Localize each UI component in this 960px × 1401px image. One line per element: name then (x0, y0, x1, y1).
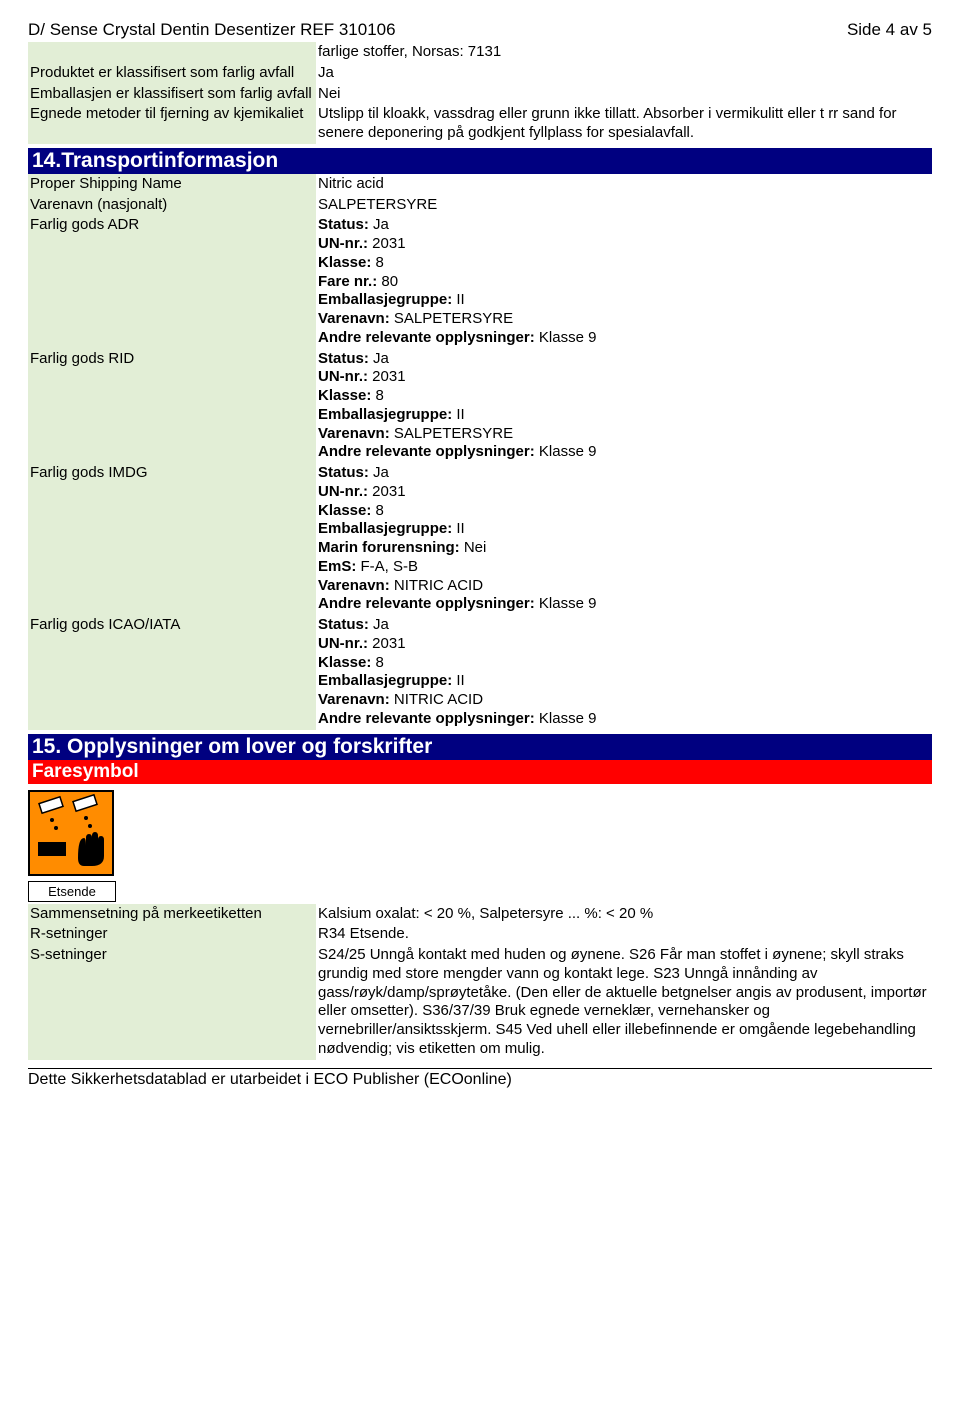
hazard-symbol-box: Etsende (28, 790, 932, 902)
row-label: Produktet er klassifisert som farlig avf… (28, 63, 316, 84)
row-label: Farlig gods RID (28, 349, 316, 464)
note-line: farlige stoffer, Norsas: 7131 (316, 42, 932, 63)
row-value: Nitric acid (316, 174, 932, 195)
row-value: SALPETERSYRE (316, 195, 932, 216)
table-row: Sammensetning på merkeetiketten Kalsium … (28, 904, 932, 925)
table-row-rid: Farlig gods RID Status: JaUN-nr.: 2031Kl… (28, 349, 932, 464)
table-row: R-setninger R34 Etsende. (28, 924, 932, 945)
page-title-right: Side 4 av 5 (847, 20, 932, 40)
table-row: Varenavn (nasjonalt) SALPETERSYRE (28, 195, 932, 216)
row-value: Kalsium oxalat: < 20 %, Salpetersyre ...… (316, 904, 932, 925)
table-row-imdg: Farlig gods IMDG Status: JaUN-nr.: 2031K… (28, 463, 932, 615)
section-15-title: 15. Opplysninger om lover og forskrifter (28, 734, 932, 760)
row-label: Sammensetning på merkeetiketten (28, 904, 316, 925)
row-value: S24/25 Unngå kontakt med huden og øynene… (316, 945, 932, 1060)
row-value-rid: Status: JaUN-nr.: 2031Klasse: 8Emballasj… (316, 349, 932, 464)
section-14-title: 14.Transportinformasjon (28, 148, 932, 174)
row-label: Farlig gods IMDG (28, 463, 316, 615)
row-label: R-setninger (28, 924, 316, 945)
table-row: Produktet er klassifisert som farlig avf… (28, 63, 932, 84)
section-15-sub: Faresymbol (28, 760, 932, 784)
table-row-icao: Farlig gods ICAO/IATA Status: JaUN-nr.: … (28, 615, 932, 730)
table-row: Proper Shipping Name Nitric acid (28, 174, 932, 195)
row-value: Ja (316, 63, 932, 84)
transport-table: Proper Shipping Name Nitric acid Varenav… (28, 174, 932, 730)
footer-text: Dette Sikkerhetsdatablad er utarbeidet i… (28, 1068, 932, 1089)
row-value-icao: Status: JaUN-nr.: 2031Klasse: 8Emballasj… (316, 615, 932, 730)
row-label: Emballasjen er klassifisert som farlig a… (28, 84, 316, 105)
row-label: Proper Shipping Name (28, 174, 316, 195)
row-value-adr: Status: JaUN-nr.: 2031Klasse: 8Fare nr.:… (316, 215, 932, 348)
row-label: Varenavn (nasjonalt) (28, 195, 316, 216)
disposal-table: farlige stoffer, Norsas: 7131 Produktet … (28, 42, 932, 144)
row-value: Utslipp til kloakk, vassdrag eller grunn… (316, 104, 932, 144)
row-label: Egnede metoder til fjerning av kjemikali… (28, 104, 316, 144)
row-value: R34 Etsende. (316, 924, 932, 945)
row-value: Nei (316, 84, 932, 105)
page-title-left: D/ Sense Crystal Dentin Desentizer REF 3… (28, 20, 396, 40)
table-row: S-setninger S24/25 Unngå kontakt med hud… (28, 945, 932, 1060)
labeling-table: Sammensetning på merkeetiketten Kalsium … (28, 904, 932, 1060)
row-label: S-setninger (28, 945, 316, 1060)
row-label: Farlig gods ADR (28, 215, 316, 348)
corrosive-icon (28, 790, 114, 876)
table-row-adr: Farlig gods ADR Status: JaUN-nr.: 2031Kl… (28, 215, 932, 348)
row-label: Farlig gods ICAO/IATA (28, 615, 316, 730)
row-value-imdg: Status: JaUN-nr.: 2031Klasse: 8Emballasj… (316, 463, 932, 615)
table-row: Egnede metoder til fjerning av kjemikali… (28, 104, 932, 144)
table-row: Emballasjen er klassifisert som farlig a… (28, 84, 932, 105)
hazard-label-text: Etsende (28, 881, 116, 902)
